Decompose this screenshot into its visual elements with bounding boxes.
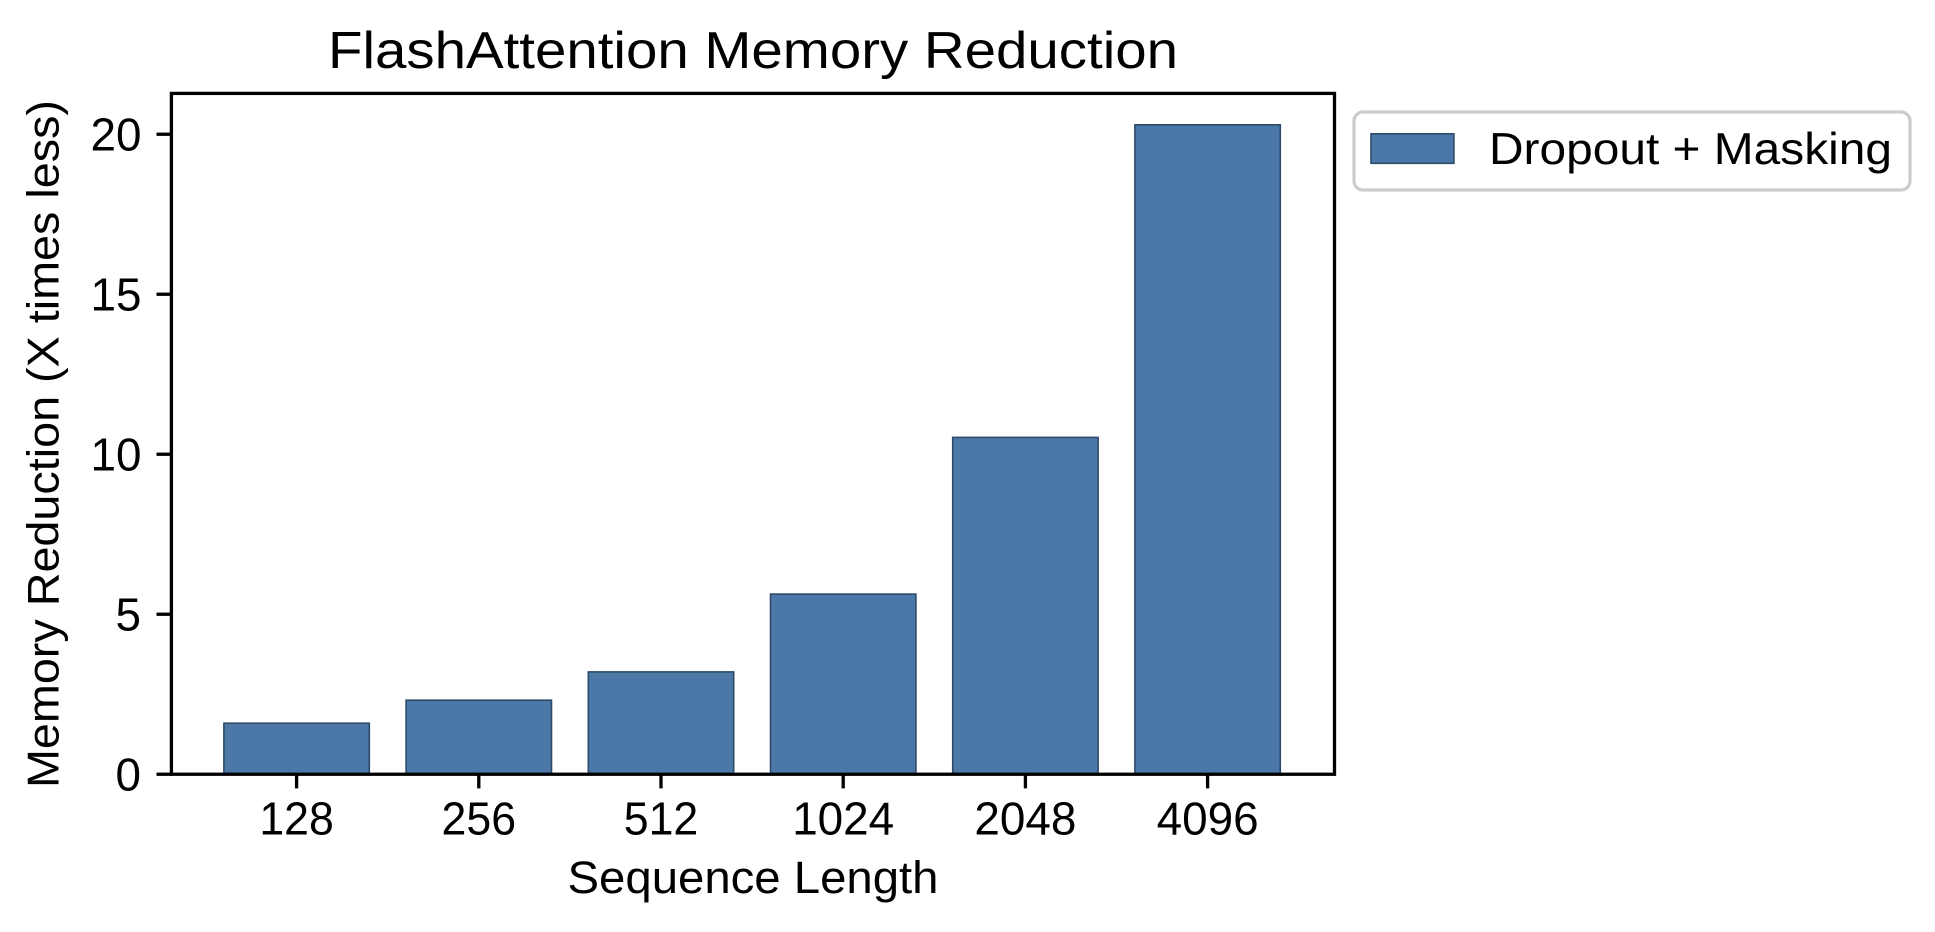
svg-text:FlashAttention Memory Reductio: FlashAttention Memory Reduction [328,22,1178,80]
svg-text:Memory Reduction (X times less: Memory Reduction (X times less) [19,100,69,788]
svg-text:10: 10 [91,428,142,480]
svg-text:512: 512 [624,793,699,845]
svg-text:20: 20 [91,108,142,160]
svg-text:5: 5 [116,588,142,640]
svg-text:256: 256 [442,793,517,845]
svg-text:2048: 2048 [974,793,1076,845]
svg-text:Sequence Length: Sequence Length [568,852,939,903]
svg-text:1024: 1024 [792,793,894,845]
svg-text:Dropout + Masking: Dropout + Masking [1489,125,1892,174]
svg-text:4096: 4096 [1157,793,1259,845]
svg-text:15: 15 [91,268,142,320]
svg-text:0: 0 [116,748,142,800]
svg-text:128: 128 [259,793,334,845]
